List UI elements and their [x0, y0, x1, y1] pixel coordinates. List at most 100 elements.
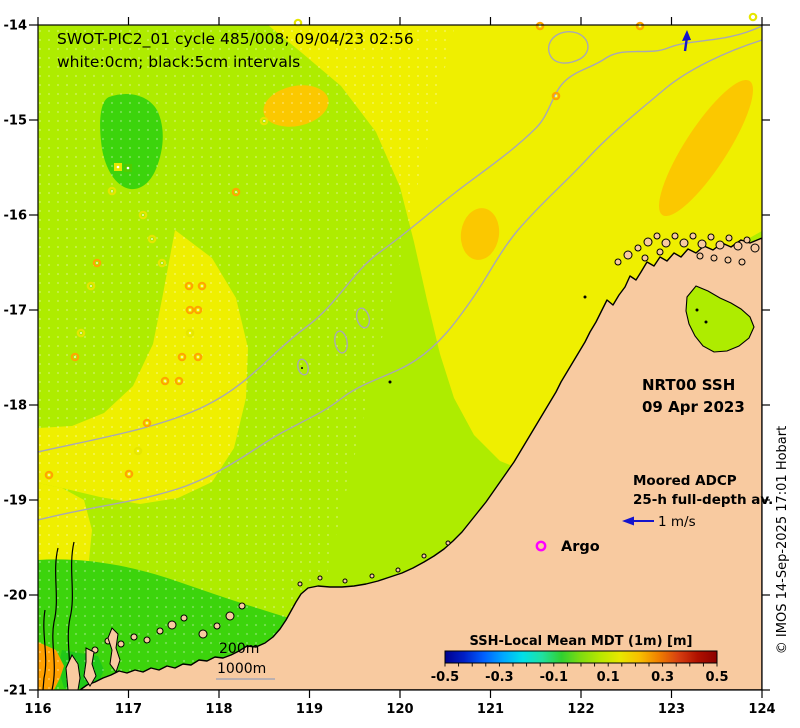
- observation-marker: [138, 210, 148, 220]
- observation-marker: [157, 258, 167, 268]
- observation-marker-center: [164, 380, 166, 382]
- adcp-scale-arrow: [622, 516, 654, 526]
- observation-marker: [142, 418, 152, 428]
- argo-float-icon: [535, 540, 547, 552]
- observation-marker: [748, 12, 758, 22]
- observation-marker: [535, 21, 545, 31]
- colorbar-title: SSH-Local Mean MDT (1m) [m]: [470, 634, 693, 649]
- x-tick-label: 124: [748, 702, 775, 717]
- observation-marker-center: [188, 285, 190, 287]
- map-title-line2: white:0cm; black:5cm intervals: [57, 53, 300, 71]
- axis-ticks: [29, 17, 770, 698]
- x-tick-label: 119: [296, 702, 323, 717]
- observation-marker: [193, 352, 203, 362]
- observation-marker: [160, 376, 170, 386]
- observation-marker: [147, 234, 157, 244]
- observation-marker-center: [80, 332, 82, 334]
- observation-marker-center: [555, 95, 557, 97]
- x-tick-label: 121: [477, 702, 504, 717]
- observation-marker: [293, 18, 303, 28]
- x-tick-label: 123: [658, 702, 685, 717]
- observation-marker: [193, 305, 203, 315]
- adcp-legend-line2: 25-h full-depth av.: [633, 492, 773, 508]
- credit-text: © IMOS 14-Sep-2025 17:01 Hobart: [775, 426, 790, 654]
- observation-marker: [124, 469, 134, 479]
- y-tick-label: -14: [4, 19, 28, 34]
- x-axis-labels: 116 117 118 119 120 121 122 123 124: [24, 702, 775, 717]
- observation-marker: [86, 281, 96, 291]
- y-tick-label: -17: [4, 304, 28, 319]
- observation-marker-center: [752, 16, 754, 18]
- reef-specks: [301, 295, 708, 384]
- observation-marker: [551, 91, 561, 101]
- observation-marker-center: [48, 474, 50, 476]
- king-sound-water: [685, 285, 755, 353]
- adcp-legend-line1: Moored ADCP: [633, 473, 737, 489]
- observation-marker-center: [116, 165, 120, 169]
- observation-marker-center: [74, 356, 76, 358]
- observation-marker: [185, 328, 195, 338]
- colorbar-gradient: [445, 651, 717, 663]
- depth-1000m-label: 1000m: [217, 661, 266, 677]
- x-tick-label: 122: [567, 702, 594, 717]
- observation-marker: [177, 352, 187, 362]
- observation-marker-center: [297, 22, 299, 24]
- colorbar-tick-label: -0.5: [431, 670, 459, 685]
- observation-marker: [197, 281, 207, 291]
- observation-marker: [76, 328, 86, 338]
- islands: [65, 232, 760, 690]
- land-australia: [79, 237, 762, 690]
- observation-marker: [70, 352, 80, 362]
- adcp-scale-label: 1 m/s: [658, 514, 696, 530]
- ssh-field-orange-blob: [460, 208, 500, 260]
- colorbar-ticks: [444, 663, 718, 667]
- observation-marker: [107, 186, 117, 196]
- y-tick-label: -15: [4, 114, 28, 129]
- observation-marker: [92, 258, 102, 268]
- observation-marker: [259, 116, 269, 126]
- colorbar-tick-labels: -0.5 -0.3 -0.1 0.1 0.3 0.5: [431, 670, 729, 685]
- swath-dot-texture: [38, 25, 455, 690]
- observation-marker-center: [128, 473, 130, 475]
- observation-marker-center: [235, 191, 237, 193]
- observation-marker-center: [146, 422, 148, 424]
- observation-marker-center: [111, 190, 113, 192]
- colorbar: SSH-Local Mean MDT (1m) [m] -0.5 -0.3 -0.1…: [431, 634, 729, 685]
- x-tick-label: 118: [205, 702, 232, 717]
- observation-marker-center: [161, 262, 163, 264]
- observation-marker-center: [151, 238, 153, 240]
- map-title-line1: SWOT-PIC2_01 cycle 485/008; 09/04/23 02:…: [57, 30, 414, 49]
- y-axis-labels: -14 -15 -16 -17 -18 -19 -20 -21: [4, 19, 28, 699]
- observation-marker: [635, 21, 645, 31]
- observation-marker-center: [197, 356, 199, 358]
- dataset-label-line1: NRT00 SSH: [642, 376, 735, 394]
- x-tick-label: 116: [24, 702, 51, 717]
- depth-200m-label: 200m: [219, 641, 259, 657]
- observation-marker-center: [189, 309, 191, 311]
- map-area: [38, 25, 762, 690]
- observation-marker-center: [181, 356, 183, 358]
- colorbar-tick-label: 0.5: [705, 670, 728, 685]
- y-tick-label: -20: [4, 589, 28, 604]
- observation-marker: [133, 446, 143, 456]
- dataset-date: 09 Apr 2023: [642, 398, 745, 416]
- observation-marker-center: [197, 309, 199, 311]
- observation-marker-center: [178, 380, 180, 382]
- observation-marker: [44, 470, 54, 480]
- observation-marker-center: [263, 120, 265, 122]
- bathymetry-contours: [38, 25, 762, 521]
- y-tick-label: -18: [4, 399, 28, 414]
- observation-markers: [44, 12, 758, 480]
- observation-marker-center: [137, 450, 139, 452]
- ssh-field-orange-blob: [659, 79, 753, 217]
- adcp-vector: [682, 30, 691, 52]
- y-tick-label: -19: [4, 494, 28, 509]
- observation-marker-center: [189, 332, 191, 334]
- colorbar-tick-label: -0.3: [485, 670, 513, 685]
- observation-marker: [174, 376, 184, 386]
- x-tick-label: 120: [386, 702, 413, 717]
- colorbar-tick-label: 0.1: [597, 670, 620, 685]
- observation-marker: [184, 281, 194, 291]
- observation-marker-center: [96, 262, 98, 264]
